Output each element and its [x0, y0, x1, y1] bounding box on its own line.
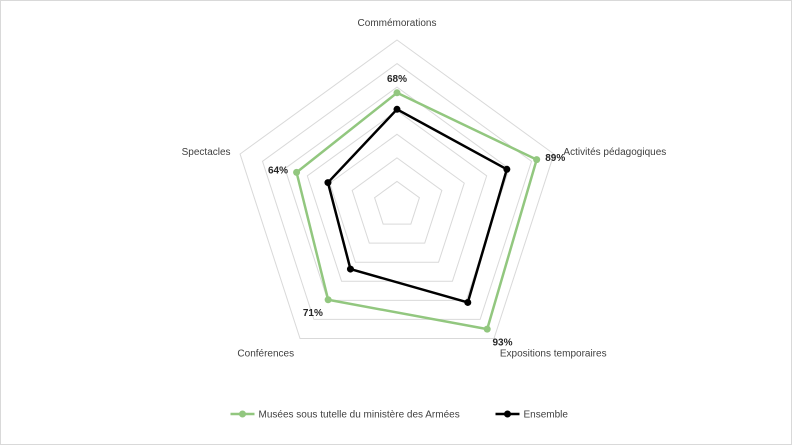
data-label-3: 71%: [303, 308, 323, 319]
series-point-0-1: [533, 156, 541, 164]
category-label-0: Commémorations: [358, 18, 437, 29]
radar-grid: [239, 39, 555, 339]
category-label-2: Expositions temporaires: [500, 349, 607, 360]
series-point-1-1: [503, 165, 511, 173]
data-label-4: 64%: [268, 166, 288, 177]
category-label-4: Spectacles: [182, 147, 231, 158]
legend-label-0: Musées sous tutelle du ministère des Arm…: [259, 410, 460, 421]
series-line-0: [295, 91, 538, 331]
series-point-0-4: [293, 168, 301, 176]
series-point-0-3: [324, 296, 332, 304]
grid-ring: [284, 86, 510, 301]
legend-marker-0: [239, 410, 246, 418]
grid-ring: [239, 39, 555, 339]
grid-ring: [261, 62, 533, 320]
grid-ring: [351, 157, 443, 244]
grid-ring: [373, 180, 421, 225]
data-label-1: 89%: [545, 153, 565, 164]
radar-series: [293, 89, 541, 333]
series-point-1-2: [464, 298, 472, 306]
series-point-1-0: [393, 105, 401, 113]
grid-ring: [329, 133, 465, 263]
category-label-3: Conférences: [237, 349, 294, 360]
category-label-1: Activités pédagogiques: [563, 147, 666, 158]
data-label-2: 93%: [492, 337, 512, 348]
series-line-1: [326, 108, 509, 304]
legend-label-1: Ensemble: [524, 410, 569, 421]
series-point-1-4: [324, 179, 332, 187]
series-point-0-2: [483, 325, 491, 333]
data-label-0: 68%: [387, 74, 407, 85]
series-point-0-0: [393, 89, 401, 97]
series-point-1-3: [346, 265, 354, 273]
legend-marker-1: [504, 410, 511, 418]
legend: Musées sous tutelle du ministère des Arm…: [230, 410, 569, 421]
radar-labels: 68% 89% 93% 71% 64% Commémorations Activités p…: [182, 18, 667, 360]
